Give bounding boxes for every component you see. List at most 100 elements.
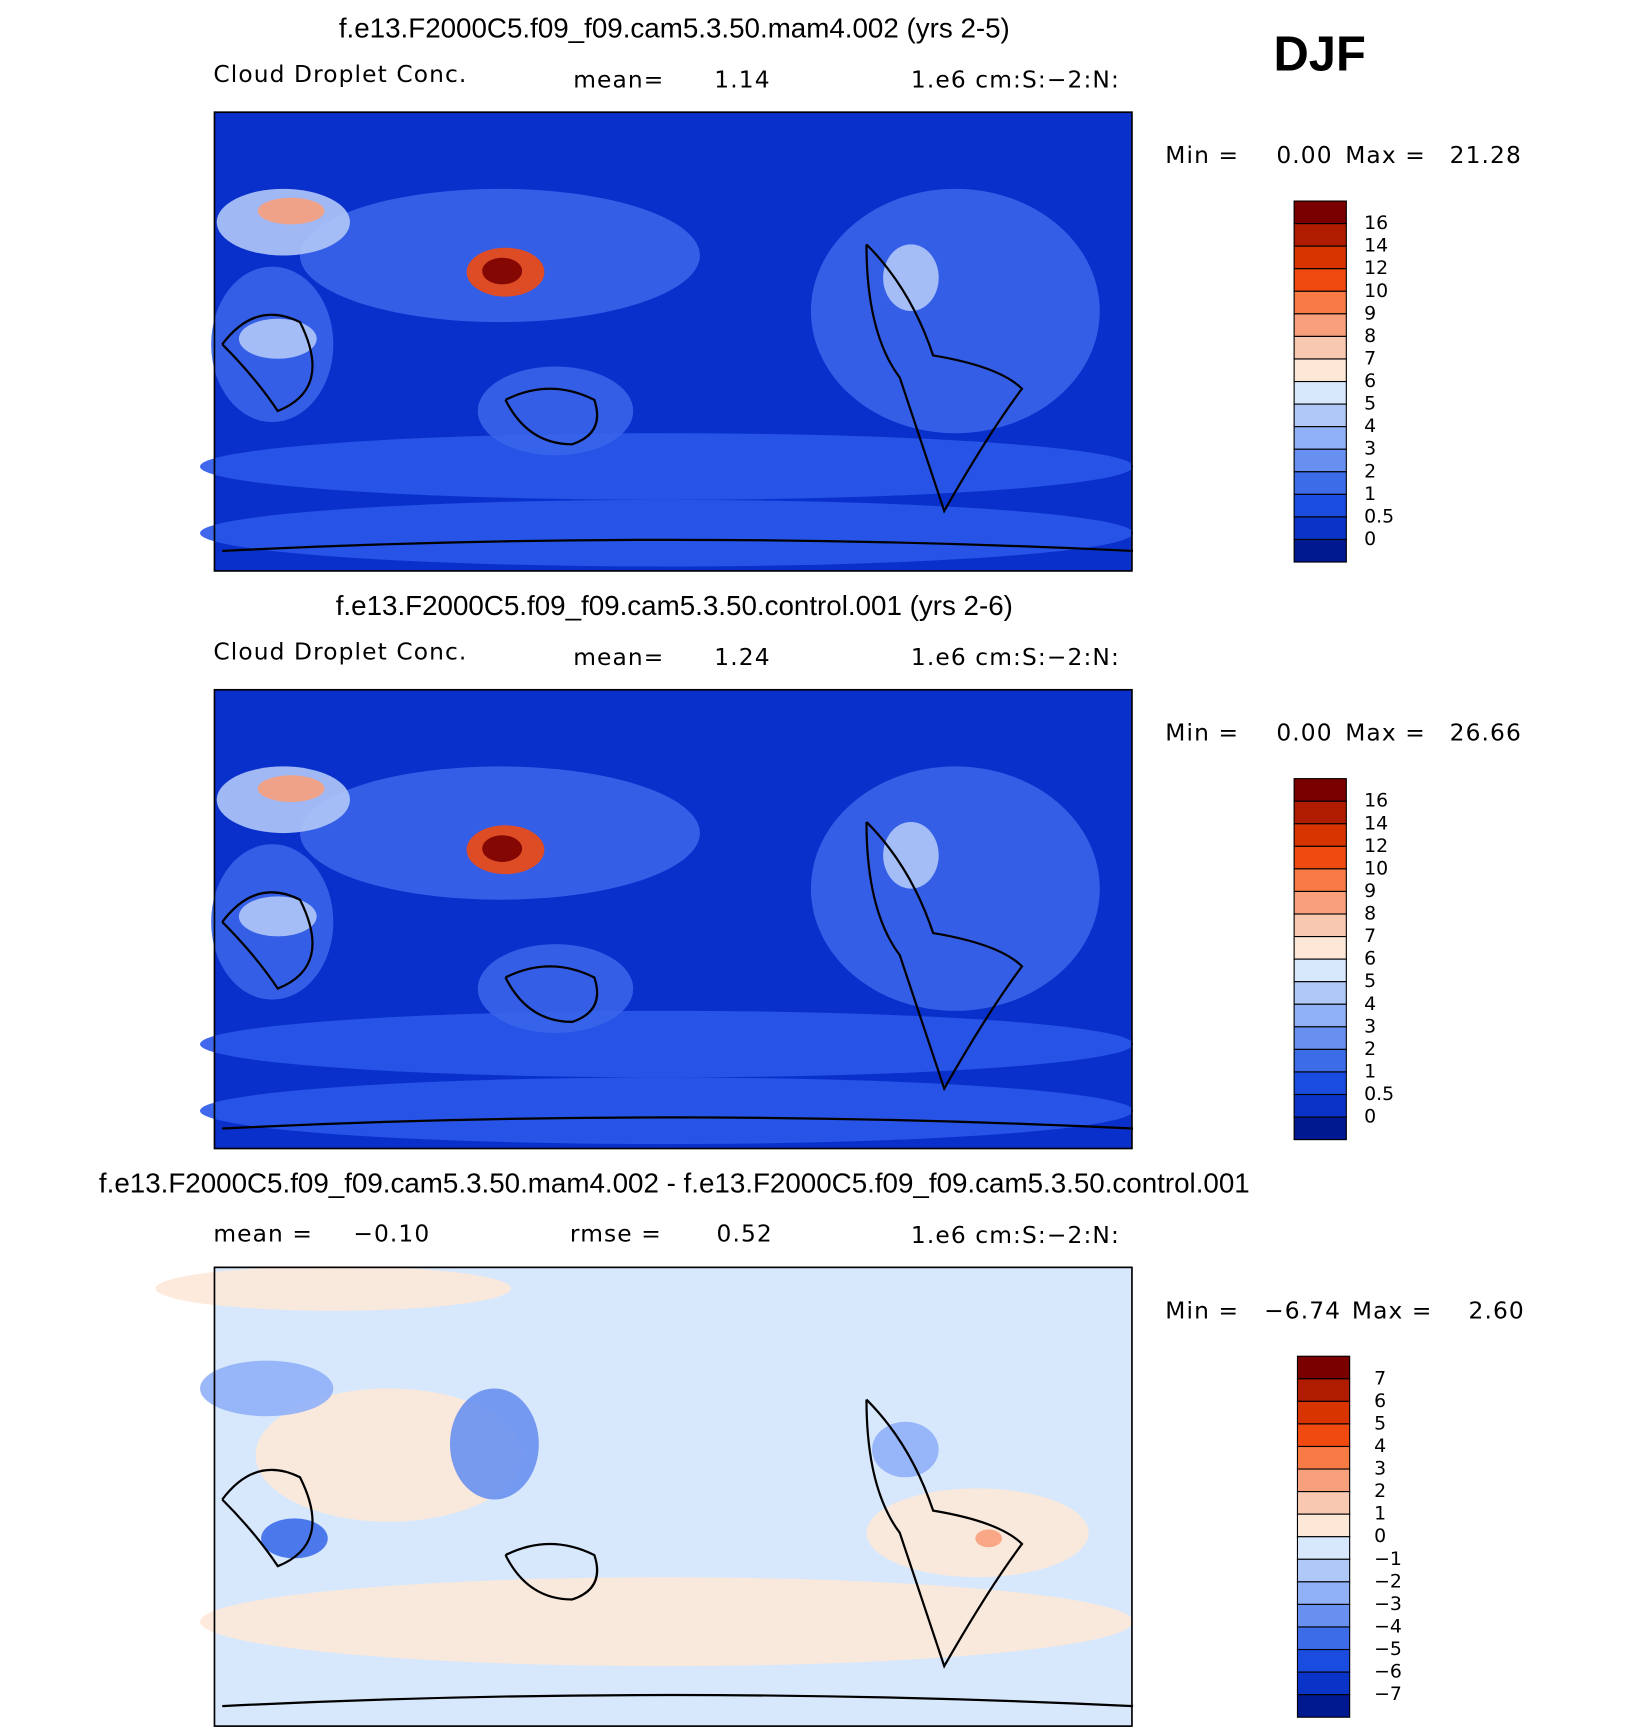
colorbar-box: [1296, 1378, 1351, 1402]
field-patch: [883, 821, 939, 889]
colorbar-box: [1293, 778, 1347, 802]
field-patch: [482, 835, 523, 862]
field-patch: [200, 499, 1134, 567]
colorbar-box: [1293, 290, 1347, 315]
colorbar-box: [1296, 1558, 1351, 1583]
colorbar-label: −3: [1374, 1593, 1402, 1615]
colorbar-box: [1293, 426, 1347, 450]
colorbar-label: 6: [1374, 1390, 1386, 1412]
colorbar-box: [1293, 471, 1347, 495]
colorbar-box: [1296, 1513, 1351, 1538]
colorbar-box: [1296, 1626, 1351, 1651]
colorbar-box: [1293, 538, 1347, 563]
colorbar-label: 5: [1364, 393, 1376, 415]
colorbar-box: [1293, 1093, 1347, 1118]
colorbar-label: −4: [1374, 1615, 1402, 1637]
colorbar-box: [1293, 936, 1347, 960]
colorbar-box: [1293, 800, 1347, 825]
colorbar-box: [1293, 245, 1347, 270]
colorbar-label: −1: [1374, 1548, 1402, 1570]
colorbar-box: [1293, 516, 1347, 541]
map-frame: [213, 1266, 1133, 1727]
colorbar-box: [1296, 1468, 1351, 1493]
colorbar-box: [1296, 1581, 1351, 1605]
colorbar-box: [1293, 448, 1347, 473]
min-value: 0.00: [1276, 142, 1332, 169]
colorbar-box: [1293, 981, 1347, 1005]
colorbar-label: 5: [1364, 970, 1376, 992]
mean-label: mean=: [573, 67, 664, 94]
colorbar-label: 5: [1374, 1412, 1386, 1434]
colorbar-label: 7: [1374, 1367, 1386, 1389]
colorbar-label: 2: [1374, 1480, 1386, 1502]
colorbar-label: 7: [1364, 925, 1376, 947]
colorbar-box: [1296, 1423, 1351, 1448]
colorbar-label: 1: [1364, 483, 1376, 505]
variable-name: Cloud Droplet Conc.: [213, 639, 467, 666]
colorbar-label: −6: [1374, 1661, 1402, 1683]
mean-label: mean =: [213, 1221, 313, 1248]
colorbar-label: 8: [1364, 903, 1376, 925]
colorbar-label: 10: [1364, 280, 1388, 302]
max-value: 2.60: [1469, 1297, 1525, 1324]
mean-value: −0.10: [353, 1221, 430, 1248]
colorbar-label: 0: [1374, 1525, 1386, 1547]
units: 1.e6 cm:S:−2:N:: [911, 67, 1120, 94]
rmse-label: rmse =: [570, 1221, 662, 1248]
max-label: Max =: [1352, 1297, 1433, 1324]
colorbar-label: 4: [1374, 1435, 1386, 1457]
coastline: [221, 243, 1134, 553]
colorbar-box: [1296, 1648, 1351, 1673]
colorbar-box: [1293, 380, 1347, 405]
colorbar-box: [1293, 1026, 1347, 1050]
colorbar-label: 0.5: [1364, 505, 1394, 527]
map: [200, 111, 1134, 572]
max-label: Max =: [1345, 142, 1426, 169]
colorbar-box: [1293, 403, 1347, 428]
units: 1.e6 cm:S:−2:N:: [911, 1222, 1120, 1249]
colorbar-box: [1293, 868, 1347, 893]
colorbar-label: 0: [1364, 1106, 1376, 1128]
colorbar-label: 4: [1364, 993, 1376, 1015]
season-label: DJF: [1274, 28, 1366, 82]
colorbar-label: 9: [1364, 302, 1376, 324]
colorbar-label: 3: [1364, 438, 1376, 460]
field-patch: [261, 1518, 328, 1559]
colorbar-label: 14: [1364, 235, 1388, 257]
max-label: Max =: [1345, 720, 1426, 747]
colorbar-box: [1296, 1671, 1351, 1696]
colorbar-box: [1296, 1400, 1351, 1425]
colorbar-label: 0.5: [1364, 1083, 1394, 1105]
colorbar-box: [1293, 493, 1347, 518]
units: 1.e6 cm:S:−2:N:: [911, 644, 1120, 671]
panel-title: f.e13.F2000C5.f09_f09.cam5.3.50.mam4.002…: [339, 12, 1010, 43]
field-patch: [200, 1577, 1134, 1667]
field-patch: [810, 766, 1100, 1011]
map: [155, 1266, 1134, 1727]
colorbar-label: 3: [1364, 1015, 1376, 1037]
variable-name: Cloud Droplet Conc.: [213, 61, 467, 88]
colorbar-box: [1296, 1445, 1351, 1470]
min-label: Min =: [1165, 720, 1239, 747]
colorbar-box: [1293, 1116, 1347, 1141]
colorbar-label: 3: [1374, 1458, 1386, 1480]
colorbar-box: [1293, 823, 1347, 847]
field-patch: [477, 366, 634, 456]
min-label: Min =: [1165, 1297, 1239, 1324]
colorbar-label: 16: [1364, 790, 1388, 812]
colorbar-box: [1293, 913, 1347, 938]
coastline: [221, 821, 1134, 1130]
colorbar-box: [1293, 268, 1347, 292]
min-value: 0.00: [1276, 720, 1332, 747]
colorbar-box: [1293, 1003, 1347, 1028]
colorbar-label: 6: [1364, 948, 1376, 970]
colorbar-label: 4: [1364, 415, 1376, 437]
mean-value: 1.24: [714, 644, 770, 671]
colorbar-label: 6: [1364, 370, 1376, 392]
field-patch: [257, 197, 325, 225]
colorbar-label: 10: [1364, 857, 1388, 879]
rmse-value: 0.52: [717, 1221, 773, 1248]
field-patch: [482, 257, 523, 285]
colorbar-box: [1293, 335, 1347, 360]
